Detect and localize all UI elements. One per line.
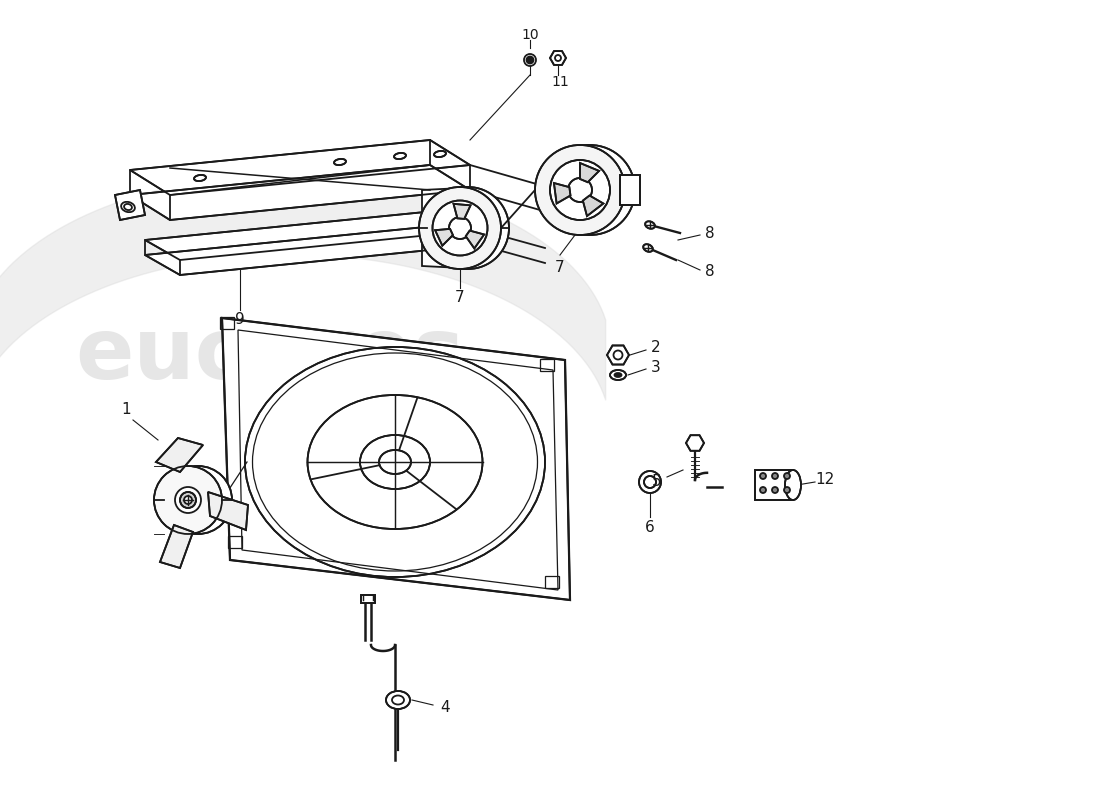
Polygon shape <box>554 183 571 203</box>
Ellipse shape <box>524 54 536 66</box>
Ellipse shape <box>334 159 346 165</box>
Polygon shape <box>361 595 375 603</box>
Text: 8: 8 <box>705 226 715 241</box>
Ellipse shape <box>550 160 610 220</box>
Ellipse shape <box>772 487 778 493</box>
Text: 7: 7 <box>455 290 465 306</box>
Ellipse shape <box>432 201 487 255</box>
Polygon shape <box>160 525 192 568</box>
Text: 6: 6 <box>645 519 654 534</box>
Ellipse shape <box>194 175 206 181</box>
Polygon shape <box>116 190 145 220</box>
Ellipse shape <box>527 57 534 63</box>
Ellipse shape <box>184 496 192 504</box>
Ellipse shape <box>154 466 222 534</box>
Ellipse shape <box>180 492 196 508</box>
Text: 3: 3 <box>651 359 661 374</box>
Polygon shape <box>208 492 248 530</box>
Polygon shape <box>620 175 640 205</box>
Polygon shape <box>436 229 453 246</box>
Ellipse shape <box>784 473 790 479</box>
Polygon shape <box>550 51 566 65</box>
Ellipse shape <box>785 470 801 500</box>
Polygon shape <box>686 435 704 450</box>
Polygon shape <box>453 204 471 219</box>
Ellipse shape <box>245 347 544 577</box>
Ellipse shape <box>164 466 232 534</box>
Ellipse shape <box>568 178 592 202</box>
Text: 8: 8 <box>705 265 715 279</box>
Polygon shape <box>145 210 480 260</box>
Ellipse shape <box>760 473 766 479</box>
Bar <box>540 359 554 371</box>
Ellipse shape <box>772 473 778 479</box>
Text: 1: 1 <box>121 402 131 418</box>
Ellipse shape <box>644 476 656 488</box>
Polygon shape <box>465 230 484 249</box>
Ellipse shape <box>449 217 471 239</box>
Ellipse shape <box>535 145 625 235</box>
Text: 2: 2 <box>651 339 661 354</box>
Ellipse shape <box>639 471 661 493</box>
Ellipse shape <box>175 487 201 513</box>
Bar <box>220 317 234 329</box>
Ellipse shape <box>419 187 500 269</box>
Ellipse shape <box>544 145 635 235</box>
Polygon shape <box>130 165 470 220</box>
Text: 11: 11 <box>551 75 569 89</box>
Text: 5: 5 <box>652 474 662 489</box>
Polygon shape <box>607 346 629 365</box>
Text: a pasion: a pasion <box>229 382 451 434</box>
Ellipse shape <box>646 222 654 229</box>
Ellipse shape <box>394 153 406 159</box>
Text: 9: 9 <box>235 313 245 327</box>
Bar <box>544 576 559 588</box>
Ellipse shape <box>615 373 622 377</box>
Ellipse shape <box>379 450 411 474</box>
Ellipse shape <box>360 435 430 489</box>
Bar <box>228 536 242 548</box>
Polygon shape <box>222 318 570 600</box>
Ellipse shape <box>121 202 135 212</box>
Text: 12: 12 <box>815 473 835 487</box>
Text: 4: 4 <box>440 701 450 715</box>
Ellipse shape <box>434 151 446 157</box>
Ellipse shape <box>427 187 509 269</box>
Text: 7: 7 <box>556 261 564 275</box>
Text: since 1985: since 1985 <box>341 421 539 455</box>
Polygon shape <box>583 195 604 216</box>
Polygon shape <box>580 163 600 182</box>
Ellipse shape <box>644 244 652 252</box>
Ellipse shape <box>610 370 626 380</box>
Ellipse shape <box>760 487 766 493</box>
Polygon shape <box>130 140 470 195</box>
Text: euoares: euoares <box>75 314 464 397</box>
Text: 10: 10 <box>521 28 539 42</box>
Polygon shape <box>422 188 462 268</box>
Polygon shape <box>156 438 204 472</box>
Ellipse shape <box>784 487 790 493</box>
Ellipse shape <box>386 691 410 709</box>
Polygon shape <box>755 470 793 500</box>
Ellipse shape <box>308 395 483 529</box>
Polygon shape <box>145 225 480 275</box>
